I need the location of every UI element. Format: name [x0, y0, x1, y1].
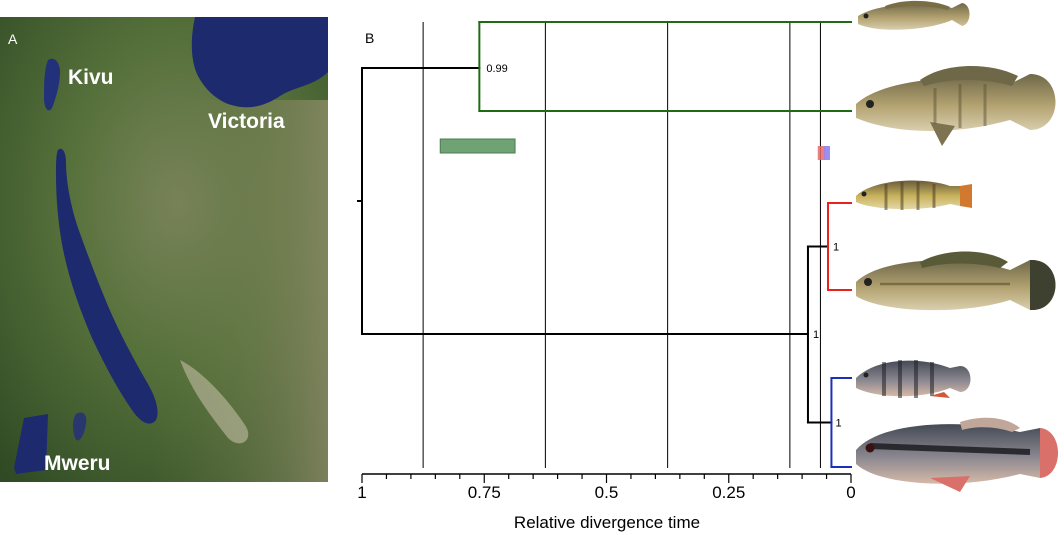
support-label-blue: 1: [835, 418, 841, 430]
tree-panel: B 0.99 1 1 1 1 0.75 0.5 0.25 0 Relative diverge…: [357, 0, 1058, 532]
lake-tanganyika: [56, 148, 158, 424]
panel-b-label: B: [365, 30, 374, 46]
lake-small: [73, 412, 87, 441]
lake-mweru: [14, 414, 48, 474]
lake-kivu: [44, 58, 60, 111]
lake-label-mweru: Mweru: [44, 452, 111, 475]
fish-image-red-2: [856, 251, 1056, 311]
fish-image-red-1: [856, 180, 972, 210]
support-label-inner: 1: [813, 329, 819, 341]
fish-image-blue-2: [856, 417, 1058, 492]
x-tick-label: 1: [357, 483, 366, 502]
fish-image-blue-1: [856, 360, 971, 398]
x-tick-label: 0.75: [468, 483, 501, 502]
fish-image-green-1: [858, 0, 970, 30]
lake-label-kivu: Kivu: [68, 66, 114, 89]
x-axis: 1 0.75 0.5 0.25 0 Relative divergence time: [357, 473, 856, 532]
lake-label-victoria: Victoria: [208, 110, 285, 133]
confidence-bar-green: [439, 138, 516, 154]
x-tick-label: 0.5: [595, 483, 619, 502]
x-axis-ticks: 1 0.75 0.5 0.25 0: [357, 473, 856, 502]
support-label-green: 0.99: [486, 63, 507, 75]
gridlines: [422, 22, 821, 468]
confidence-bar-blue: [824, 146, 830, 160]
confidence-bars: [439, 138, 830, 160]
map-dry-valley: [180, 360, 249, 444]
x-tick-label: 0.25: [712, 483, 745, 502]
tree-branches: [357, 21, 852, 468]
panel-a-label: A: [8, 31, 18, 47]
support-labels: 0.99 1 1 1: [486, 63, 841, 430]
confidence-bar-red: [817, 146, 825, 160]
support-label-red: 1: [833, 242, 839, 254]
x-tick-label: 0: [846, 483, 855, 502]
lake-victoria: [191, 17, 328, 108]
fish-image-green-2: [856, 65, 1056, 146]
x-axis-label: Relative divergence time: [514, 513, 700, 532]
fish-images: [856, 0, 1058, 492]
map-panel: A Kivu Victoria Mweru: [0, 17, 328, 482]
